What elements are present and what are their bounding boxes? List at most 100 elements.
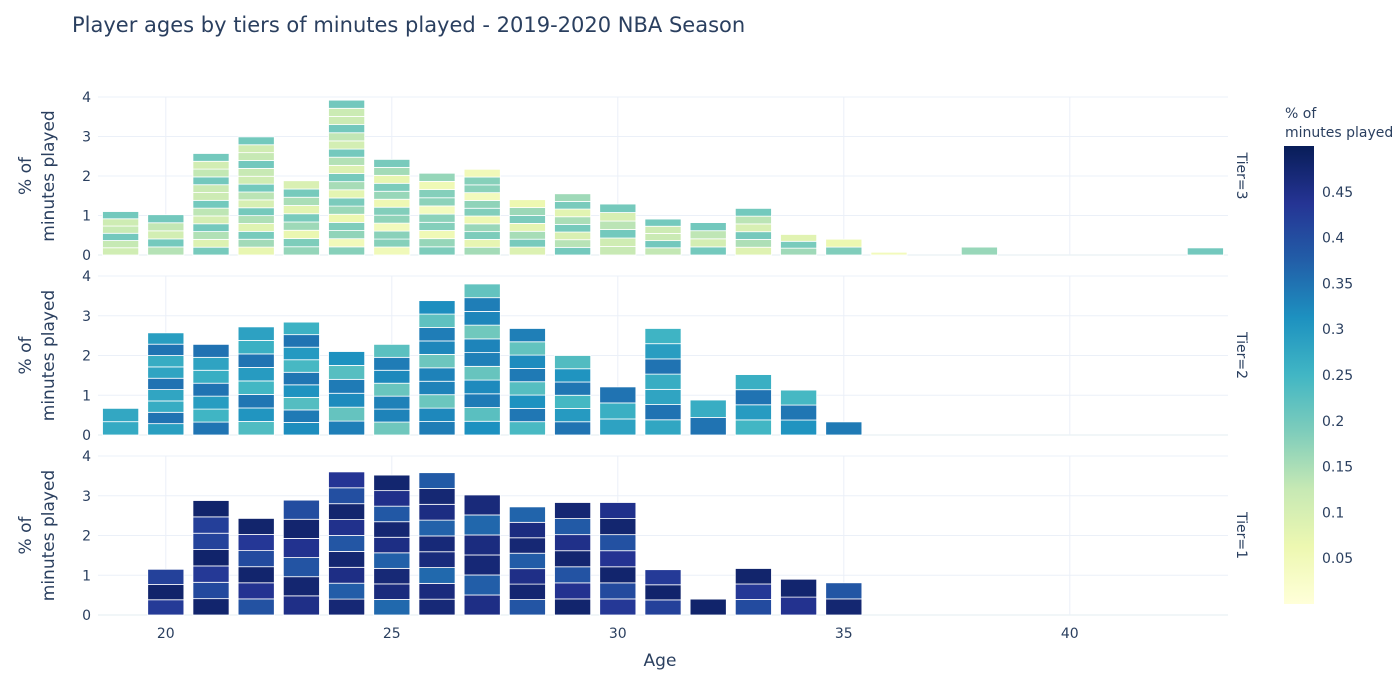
- bar-segment: [282, 346, 320, 361]
- bar: [192, 500, 230, 616]
- bar-segment: [192, 549, 230, 567]
- bar-segment: [554, 231, 592, 241]
- bar-segment: [147, 214, 185, 224]
- bar-segment: [644, 388, 682, 405]
- bar-segment: [328, 487, 366, 505]
- bar-segment: [328, 365, 366, 380]
- bar-segment: [328, 164, 366, 174]
- colorbar-tick-label: 0.2: [1322, 414, 1344, 430]
- bar-segment: [554, 368, 592, 383]
- bar-segment: [508, 381, 546, 396]
- bar-segment: [508, 354, 546, 369]
- bar-segment: [418, 230, 456, 240]
- bar-segment: [328, 471, 366, 489]
- bar: [554, 502, 592, 616]
- bar-segment: [689, 238, 727, 248]
- bar-segment: [554, 566, 592, 584]
- bar-segment: [734, 215, 772, 225]
- bar-segment: [554, 355, 592, 370]
- bar-segment: [599, 598, 637, 616]
- bar-segment: [237, 144, 275, 154]
- bar-segment: [192, 168, 230, 178]
- bar-segment: [644, 599, 682, 616]
- facet-label: Tier=1: [1233, 511, 1249, 559]
- colorbar-tick-label: 0.1: [1322, 505, 1344, 521]
- bar-segment: [734, 231, 772, 240]
- bar-segment: [644, 328, 682, 345]
- bar-segment: [508, 230, 546, 240]
- bar-segment: [282, 422, 320, 436]
- bar-segment: [147, 366, 185, 379]
- bar-segment: [463, 239, 501, 248]
- bar-segment: [237, 566, 275, 584]
- bar-segment: [418, 535, 456, 553]
- bar: [418, 472, 456, 616]
- bar: [147, 568, 185, 616]
- bar-segment: [780, 240, 818, 249]
- bar-segment: [554, 408, 592, 423]
- bar-segment: [373, 567, 411, 585]
- x-tick-label: 35: [835, 626, 853, 642]
- bar-segment: [373, 599, 411, 616]
- bar-segment: [282, 595, 320, 616]
- bar-segment: [463, 324, 501, 340]
- bar-segment: [599, 386, 637, 404]
- bar-segment: [328, 566, 366, 584]
- bar-segment: [192, 207, 230, 217]
- bar-segment: [373, 521, 411, 538]
- bar-segment: [599, 518, 637, 536]
- bar-segment: [418, 503, 456, 521]
- bar-segment: [147, 222, 185, 232]
- bar-segment: [463, 215, 501, 225]
- bar: [237, 518, 275, 616]
- bar: [373, 159, 411, 256]
- bar-segment: [554, 208, 592, 218]
- bar-segment: [102, 225, 140, 234]
- bar: [508, 199, 546, 256]
- bar-segment: [373, 174, 411, 184]
- bar-segment: [644, 240, 682, 249]
- bar-segment: [508, 521, 546, 539]
- bar-segment: [192, 176, 230, 186]
- bar-segment: [192, 223, 230, 232]
- bar-segment: [328, 392, 366, 408]
- bar-segment: [328, 181, 366, 191]
- bar-segment: [734, 568, 772, 585]
- bar-segment: [328, 238, 366, 248]
- bar-segment: [192, 199, 230, 209]
- bar-segment: [328, 205, 366, 215]
- bar-segment: [373, 343, 411, 358]
- facet-panel: 0 1 2 3 4 % of minutes played Tier=2: [16, 269, 1249, 444]
- y-axis-title: % of minutes played: [16, 470, 59, 601]
- bar-segment: [463, 192, 501, 201]
- bar-segment: [237, 339, 275, 355]
- bar-segment: [282, 396, 320, 411]
- bar-segment: [463, 365, 501, 381]
- bar: [825, 238, 863, 256]
- bar-segment: [418, 367, 456, 382]
- bar-segment: [237, 407, 275, 422]
- colorbar-scale: [1284, 146, 1314, 604]
- bar: [282, 499, 320, 616]
- bar-segment: [554, 216, 592, 225]
- y-tick-label: 0: [82, 248, 91, 264]
- bar: [734, 568, 772, 616]
- colorbar-title: % of minutes played: [1285, 106, 1393, 141]
- y-tick-label: 3: [82, 130, 91, 146]
- bar-segment: [554, 201, 592, 210]
- bar-segment: [463, 514, 501, 536]
- bar-segment: [373, 159, 411, 168]
- bar-segment: [282, 409, 320, 423]
- y-axis-title-line: % of: [16, 336, 36, 375]
- bar: [463, 494, 501, 616]
- bar-segment: [237, 199, 275, 209]
- bar-segment: [508, 407, 546, 423]
- bar-segment: [554, 534, 592, 552]
- bar-segment: [282, 213, 320, 223]
- bar-segment: [463, 407, 501, 422]
- bar: [1186, 247, 1224, 256]
- bar-segment: [147, 230, 185, 240]
- bar-segment: [508, 215, 546, 224]
- bar-segment: [689, 246, 727, 256]
